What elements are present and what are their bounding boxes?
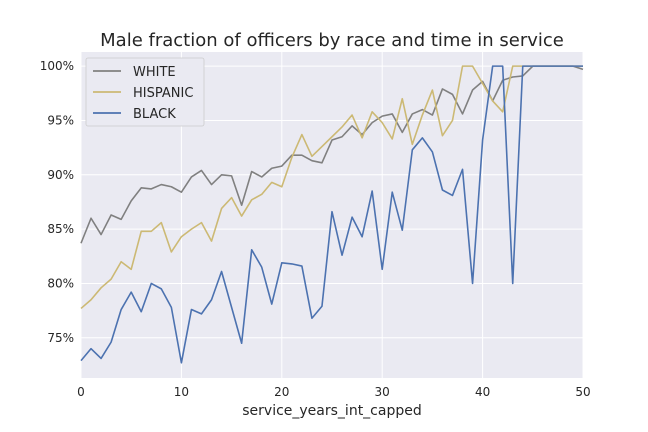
series-line-hispanic [80,65,583,310]
y-tick-label: 90% [47,168,74,182]
y-tick-label: 85% [47,222,74,236]
y-tick-label: 75% [47,331,74,345]
series-line-black [80,65,583,364]
series-lines [80,65,584,364]
y-tick-label: 100% [40,59,74,73]
y-tick-label: 80% [47,276,74,290]
x-tick-label: 30 [375,385,390,399]
legend-label-black: BLACK [133,107,176,122]
x-tick-label: 0 [77,385,85,399]
legend-label-hispanic: HISPANIC [133,86,193,101]
chart-title: Male fraction of officers by race and ti… [100,30,564,51]
x-tick-label: 20 [274,385,289,399]
y-tick-label: 95% [47,113,74,127]
legend: WHITE HISPANIC BLACK [85,57,205,127]
x-tick-label: 10 [174,385,189,399]
legend-label-white: WHITE [133,65,176,80]
tick-labels: 0 10 20 30 40 50 75% 80% 85% 90% 95% 100% [40,59,591,399]
gridlines [80,52,584,378]
x-tick-label: 40 [475,385,490,399]
x-tick-label: 50 [575,385,590,399]
series-line-white [80,65,584,244]
legend-box [85,57,205,127]
x-axis-title: service_years_int_capped [242,403,421,419]
